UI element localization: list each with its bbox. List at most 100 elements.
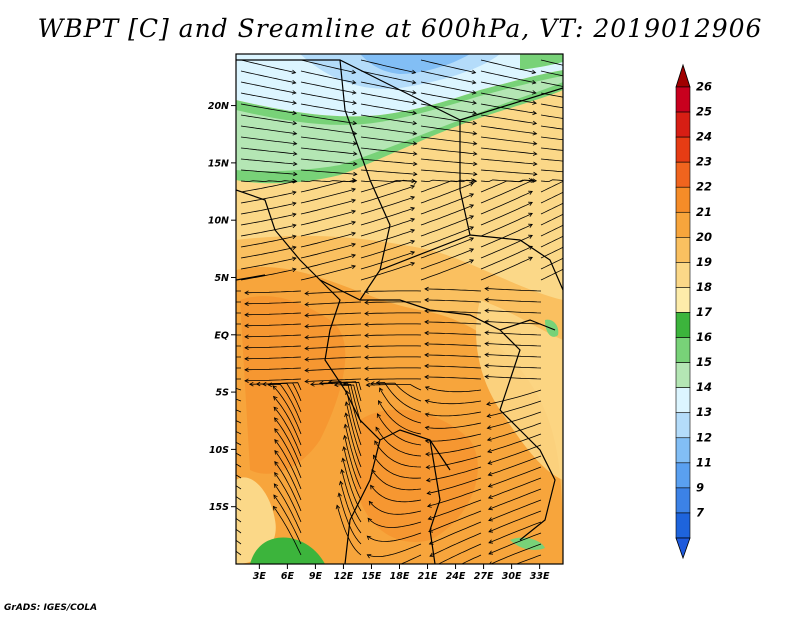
streamline-arrow	[410, 206, 416, 212]
streamline-arrow	[425, 451, 430, 457]
streamline-arrow	[469, 237, 475, 242]
streamline-arrow	[592, 80, 596, 84]
streamline-arrow	[487, 448, 492, 454]
streamline	[300, 81, 356, 94]
streamline	[540, 246, 563, 259]
streamline-arrow	[351, 90, 357, 95]
streamline	[480, 125, 537, 135]
streamline-arrow	[244, 334, 249, 339]
streamline-arrow	[244, 301, 249, 306]
streamline-arrow	[353, 171, 358, 177]
streamline-arrow	[352, 151, 358, 156]
streamline	[364, 367, 422, 369]
streamline-arrow	[410, 184, 416, 190]
streamline	[300, 103, 357, 114]
streamline-arrow	[532, 100, 537, 105]
streamline-arrow	[591, 179, 595, 183]
streamline-arrow	[191, 498, 195, 502]
streamline-arrow	[364, 377, 369, 382]
lon-tick-label: 9E	[309, 571, 323, 582]
streamline-arrow	[469, 259, 475, 264]
streamline-arrow	[304, 368, 309, 373]
lat-tick-label: 15N	[208, 158, 229, 169]
streamline	[300, 59, 356, 74]
streamline	[364, 356, 422, 358]
colorbar-swatch	[675, 161, 691, 188]
streamline	[489, 543, 542, 564]
streamline-arrow	[273, 483, 279, 488]
streamline	[273, 483, 302, 534]
streamline	[364, 345, 422, 347]
streamline-arrow	[342, 446, 347, 451]
streamline-arrow	[310, 382, 315, 387]
streamline	[488, 455, 542, 476]
streamline-arrow	[244, 290, 249, 295]
streamline-arrow	[412, 161, 418, 167]
streamline-arrow	[410, 239, 416, 245]
streamline-arrow	[528, 234, 533, 239]
streamline	[540, 181, 563, 193]
streamline	[240, 114, 297, 124]
streamline	[420, 114, 477, 124]
streamline	[420, 147, 477, 155]
streamline-arrow	[191, 508, 195, 512]
streamline	[366, 384, 422, 391]
streamline	[425, 411, 482, 417]
streamline	[420, 92, 477, 104]
streamline	[305, 334, 362, 338]
streamline-arrow	[425, 464, 431, 470]
streamline	[425, 400, 482, 405]
streamline-arrow	[532, 130, 538, 136]
streamline	[480, 59, 536, 74]
streamline	[240, 224, 296, 237]
streamline-arrow	[532, 151, 538, 156]
streamline-arrow	[528, 177, 534, 183]
streamline-arrow	[244, 312, 249, 317]
streamline	[485, 332, 542, 336]
streamline-arrow	[244, 367, 249, 372]
streamline	[540, 125, 563, 130]
streamline-arrow	[375, 380, 381, 385]
streamline	[364, 334, 422, 336]
streamline	[300, 169, 357, 175]
streamline	[367, 543, 422, 557]
streamline-arrow	[528, 190, 533, 195]
streamline-arrow	[187, 429, 191, 433]
streamline-arrow	[351, 253, 356, 259]
streamline-arrow	[424, 319, 429, 325]
streamline	[346, 390, 362, 446]
streamline	[236, 356, 241, 358]
streamline-arrow	[487, 494, 493, 499]
streamline	[488, 510, 542, 533]
lon-tick-label: 3E	[253, 571, 267, 582]
streamline-arrow	[291, 69, 297, 75]
streamline	[305, 323, 362, 327]
colorbar-swatch	[675, 136, 691, 163]
streamline-arrow	[592, 91, 596, 95]
streamline-arrow	[368, 500, 374, 506]
streamline-arrow	[291, 201, 297, 207]
colorbar-swatch	[675, 111, 691, 138]
streamline	[360, 70, 416, 84]
streamline	[300, 221, 356, 237]
streamline	[427, 488, 482, 507]
streamline	[300, 158, 357, 165]
streamline-arrow	[424, 352, 429, 358]
chart-title: WBPT [C] and Sreamline at 600hPa, VT: 20…	[37, 14, 763, 43]
streamline	[480, 70, 536, 84]
lat-tick-label: 10N	[208, 216, 229, 227]
colorbar-swatch	[675, 237, 691, 263]
streamline-arrow	[473, 171, 478, 177]
streamline-arrow	[351, 198, 356, 204]
colorbar-label: 21	[696, 205, 712, 219]
streamline-arrow	[528, 201, 533, 206]
streamline	[236, 367, 241, 369]
colorbar-swatch	[675, 362, 691, 388]
streamline-arrow	[352, 100, 357, 105]
streamline	[268, 383, 302, 424]
streamline	[485, 343, 542, 347]
streamline-arrow	[592, 111, 596, 115]
streamline	[274, 428, 302, 479]
streamline	[420, 179, 477, 183]
streamline	[305, 378, 362, 382]
